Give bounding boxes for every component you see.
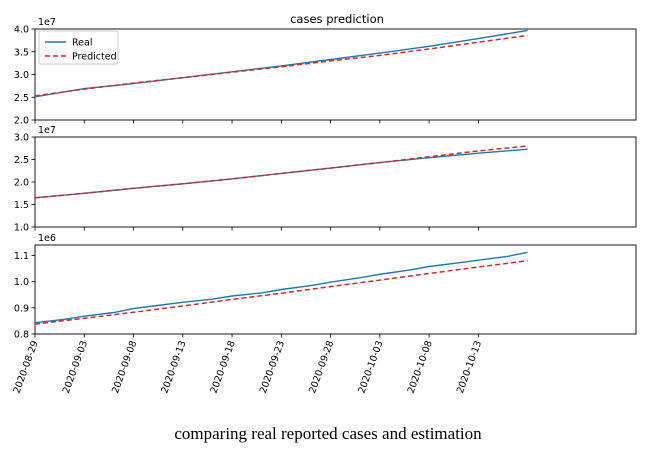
y-tick-label: 1.5	[14, 200, 29, 211]
subplot-total-cases: 2.0 2.5 3.0 3.5 4.0 1e7	[14, 17, 637, 127]
x-tick-label: 2020-10-13	[455, 339, 484, 395]
y-offset-label: 1e6	[38, 233, 56, 244]
x-tick-label: 2020-08-29	[12, 339, 41, 395]
y-tick-label: 0.8	[14, 330, 29, 341]
axes-frame	[34, 136, 637, 228]
y-offset-label: 1e7	[38, 125, 56, 136]
series-line-predicted	[34, 34, 528, 97]
series-line-real	[34, 251, 528, 324]
x-tick-label: 2020-09-23	[258, 339, 287, 395]
axes-frame	[34, 244, 637, 335]
y-tick-label: 0.9	[14, 303, 29, 314]
y-tick-label: 2.0	[14, 116, 29, 127]
y-tick-label: 4.0	[14, 25, 29, 36]
series-line-predicted	[34, 259, 528, 325]
y-offset-label: 1e7	[38, 17, 56, 28]
y-tick-label: 1.0	[14, 223, 29, 234]
legend-label-predicted: Predicted	[72, 52, 117, 63]
y-tick-label: 2.5	[14, 155, 29, 166]
series-line-predicted	[34, 145, 528, 199]
x-tick-label: 2020-09-03	[61, 339, 90, 395]
legend-label-real: Real	[72, 38, 92, 49]
x-tick-label: 2020-10-08	[406, 339, 435, 395]
chart-title: cases prediction	[290, 12, 384, 26]
y-tick-label: 3.5	[14, 47, 29, 58]
axes-frame	[34, 28, 637, 121]
y-tick-label: 3.0	[14, 70, 29, 81]
y-tick-label: 2.5	[14, 93, 29, 104]
x-tick-label: 2020-09-18	[209, 339, 238, 395]
legend: Real Predicted	[38, 30, 119, 65]
x-tick-label: 2020-10-03	[356, 339, 385, 395]
subplot-daily-cases: 0.8 0.9 1.0 1.1 1e6 2020-08-29 2020-09-03 2020-…	[12, 233, 637, 395]
y-tick-label: 1.1	[14, 251, 29, 262]
y-tick-label: 2.0	[14, 178, 29, 189]
y-tick-label: 3.0	[14, 133, 29, 144]
x-tick-label: 2020-09-28	[307, 339, 336, 395]
y-tick-label: 1.0	[14, 277, 29, 288]
x-tick-label: 2020-09-08	[110, 339, 139, 395]
subplot-active-cases: 1.0 1.5 2.0 2.5 3.0 1e7	[14, 125, 637, 234]
x-tick-label: 2020-09-13	[159, 339, 188, 395]
legend-box	[38, 30, 119, 65]
figure-caption: comparing real reported cases and estima…	[174, 424, 482, 443]
